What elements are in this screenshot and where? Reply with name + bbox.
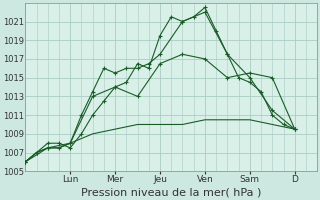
X-axis label: Pression niveau de la mer( hPa ): Pression niveau de la mer( hPa ) (81, 187, 261, 197)
